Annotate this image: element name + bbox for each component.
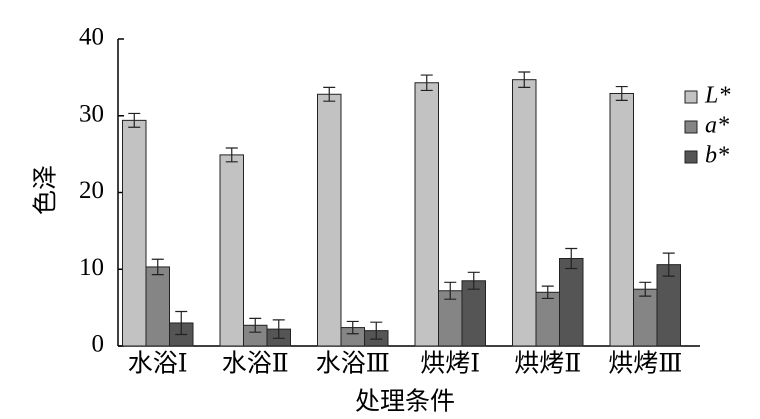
error-bar [323,86,336,102]
error-bar [151,258,164,276]
error-bar [541,285,554,300]
error-bar [444,281,457,300]
y-axis-label: 色泽 [32,165,60,215]
y-tick-label: 40 [79,24,104,51]
error-bar [249,317,262,333]
bar [633,288,658,347]
x-tick-label: 烘烤Ⅰ [420,350,480,378]
legend-swatch [684,90,698,104]
bar [656,264,681,347]
error-bar [272,319,285,339]
x-axis-label: 处理条件 [355,388,455,416]
error-bar [467,271,480,290]
error-bar [128,112,141,128]
error-bar [420,74,433,92]
error-bar [346,320,359,335]
error-bar [615,85,628,101]
y-tick-label: 0 [92,331,105,358]
bar [317,93,342,347]
legend-label: L* [704,83,730,109]
bar [559,258,584,347]
legend-swatch [684,150,698,164]
bar [609,92,634,347]
error-bar [518,71,531,88]
y-tick-label: 20 [79,177,104,204]
x-tick-label: 烘烤Ⅲ [608,350,682,378]
error-bar [662,252,675,277]
x-tick-label: 烘烤Ⅱ [514,350,581,378]
x-tick-label: 水浴Ⅲ [316,350,390,378]
bar [461,280,486,347]
error-bar [225,147,238,163]
bar [414,82,439,347]
error-bar [565,247,578,270]
bar [219,154,244,347]
y-tick-label: 30 [79,100,104,127]
bar [122,119,147,347]
x-tick-label: 水浴Ⅱ [222,350,289,378]
legend-swatch [684,120,698,134]
x-tick-label: 水浴Ⅰ [128,350,188,378]
legend-label: a* [705,113,729,139]
y-tick-label: 10 [79,254,104,281]
error-bar [639,281,652,297]
error-bar [370,321,383,340]
bar [145,266,170,347]
bar [535,291,560,347]
bar [512,79,537,347]
error-bar [175,310,188,336]
legend-label: b* [705,143,729,169]
